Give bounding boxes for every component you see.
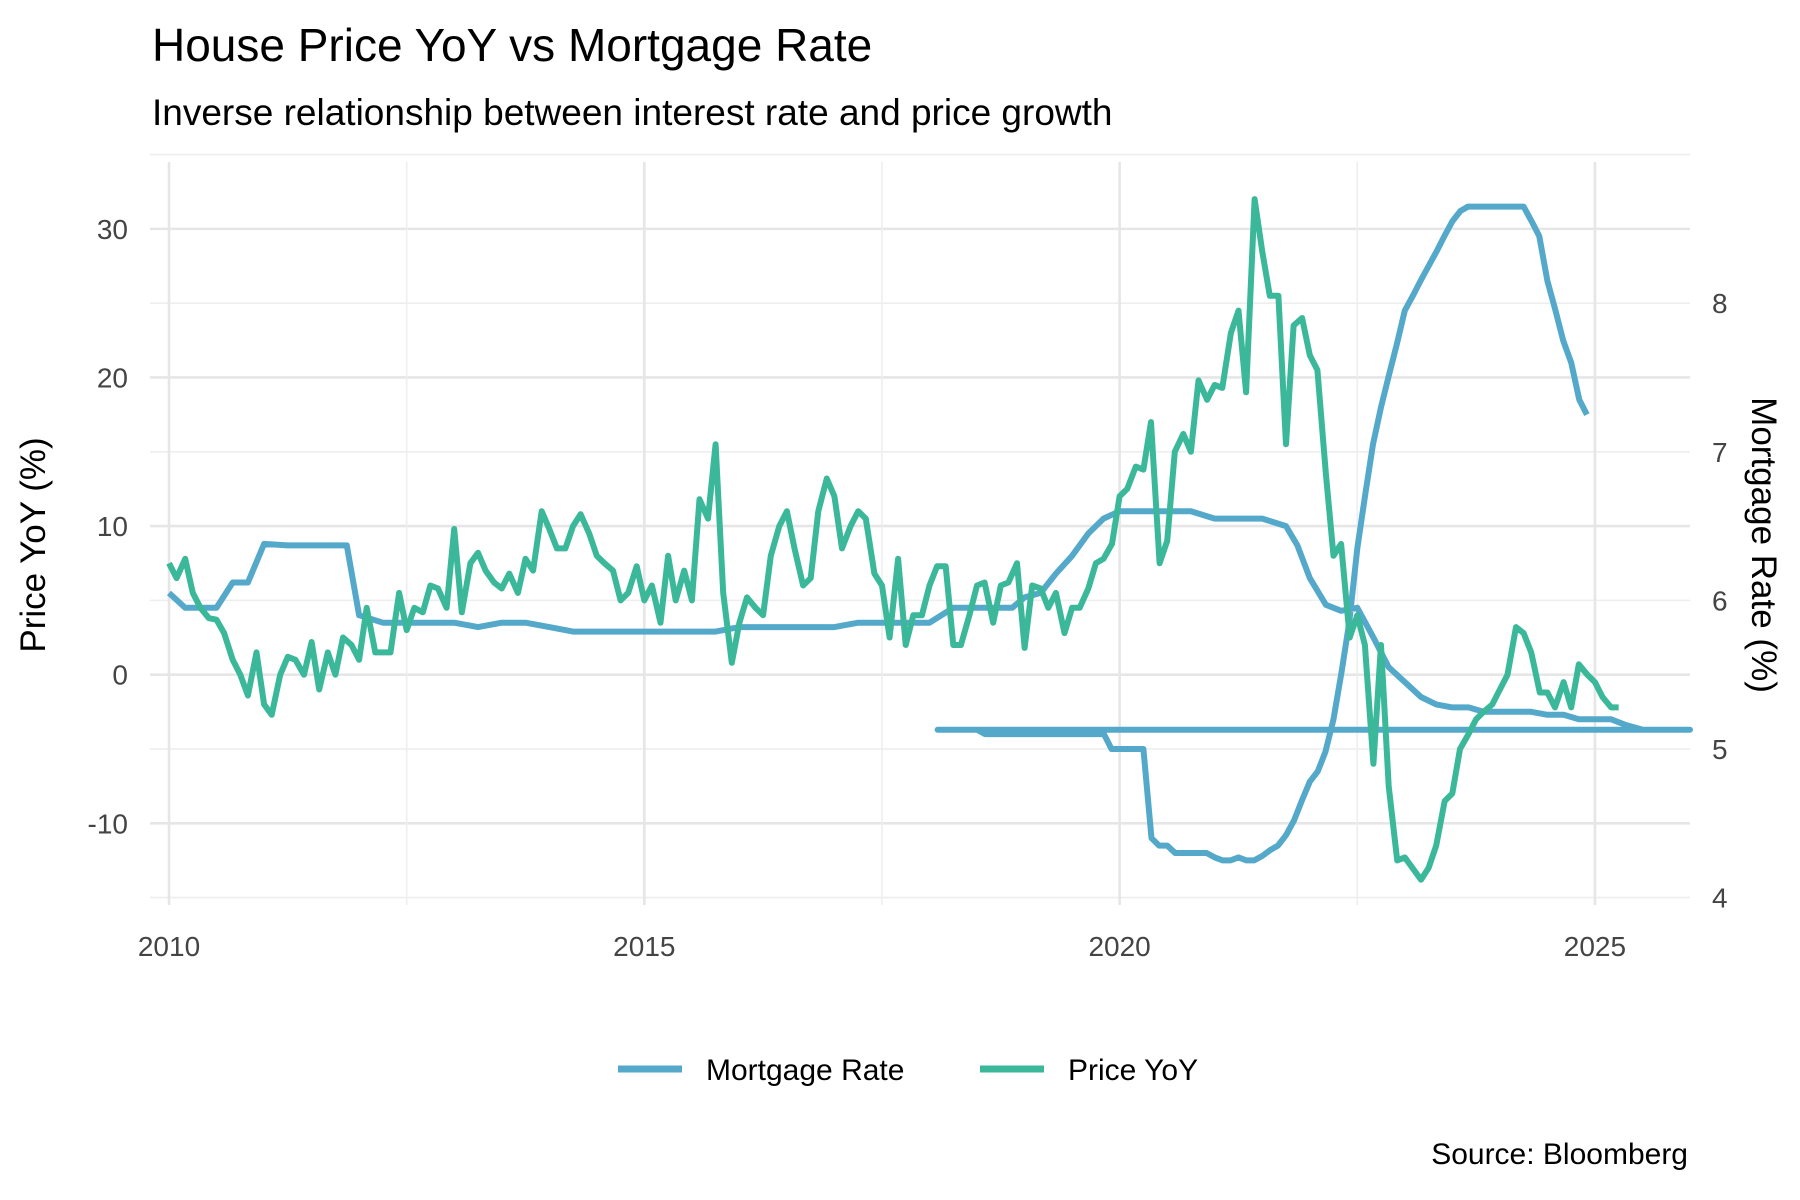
grid: [150, 153, 1690, 905]
chart-title: House Price YoY vs Mortgage Rate: [152, 19, 873, 71]
x-tick-label: 2015: [613, 931, 675, 962]
legend: Mortgage Rate Price YoY: [618, 1054, 1198, 1087]
y-left-tick-label: -10: [88, 808, 128, 839]
y-right-tick-label: 8: [1712, 288, 1728, 319]
series-line-price-yoy: [166, 196, 1619, 883]
x-tick-label: 2010: [138, 931, 200, 962]
x-tick-label: 2025: [1564, 931, 1626, 962]
series-lines: [166, 196, 1693, 883]
y-left-tick-label: 0: [112, 660, 128, 691]
y-axis-left-title: Price YoY (%): [14, 437, 53, 652]
y-axis-right-title: Mortgage Rate (%): [1744, 397, 1783, 693]
y-right-tick-label: 4: [1712, 883, 1728, 914]
series-line-mortgage-rate: [166, 203, 1693, 864]
y-right-tick-label: 7: [1712, 437, 1728, 468]
legend-label-mortgage-rate: Mortgage Rate: [706, 1054, 904, 1087]
y-right-tick-label: 6: [1712, 585, 1728, 616]
legend-label-price-yoy: Price YoY: [1068, 1054, 1198, 1087]
y-left-tick-label: 30: [97, 214, 128, 245]
chart-caption: Source: Bloomberg: [1431, 1138, 1688, 1171]
x-tick-label: 2020: [1088, 931, 1150, 962]
y-left-tick-label: 20: [97, 362, 128, 393]
y-right-tick-label: 5: [1712, 734, 1728, 765]
y-left-tick-label: 10: [97, 511, 128, 542]
chart-subtitle: Inverse relationship between interest ra…: [152, 92, 1113, 133]
